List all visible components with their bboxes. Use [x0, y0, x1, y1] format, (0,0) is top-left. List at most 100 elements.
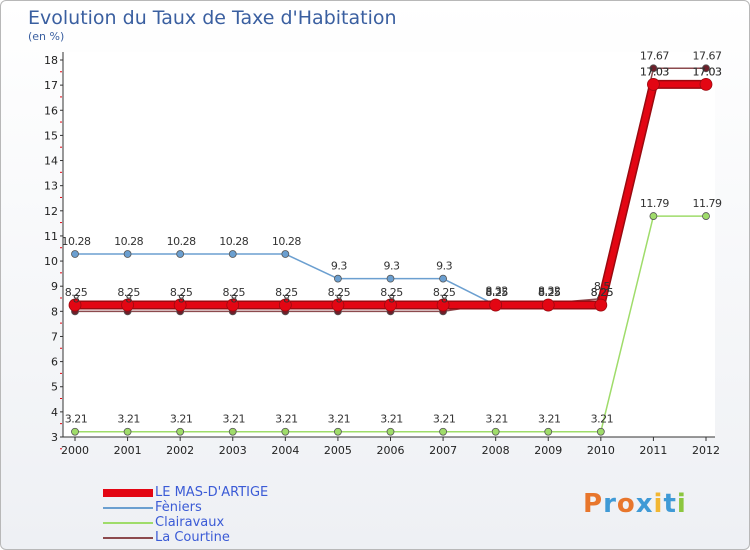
y-tick-label: 16 — [44, 104, 58, 117]
data-point — [702, 64, 710, 73]
data-point — [489, 298, 503, 312]
data-label: 8 — [178, 292, 185, 305]
x-tick-label: 2000 — [61, 444, 89, 457]
data-point — [541, 298, 555, 312]
y-tick-label: 3 — [51, 431, 58, 444]
y-tick-label: 11 — [44, 230, 58, 243]
data-label: 17.67 — [640, 49, 669, 62]
unit-label: (en %) — [28, 30, 65, 43]
data-label: 3.21 — [170, 413, 193, 426]
data-point — [649, 212, 658, 220]
data-label: 8 — [73, 292, 80, 305]
legend-label: LE MAS-D'ARTIGE — [155, 485, 269, 500]
y-tick-label: 8 — [51, 305, 58, 318]
x-tick-label: 2001 — [114, 444, 142, 457]
data-label: 8 — [125, 292, 132, 305]
y-tick-label: 15 — [44, 129, 58, 142]
data-label: 8.25 — [328, 286, 351, 299]
data-label: 17.03 — [640, 65, 669, 78]
x-tick-label: 2003 — [219, 444, 247, 457]
data-label: 8.25 — [538, 286, 561, 299]
data-point — [331, 298, 345, 312]
x-tick-label: 2005 — [324, 444, 352, 457]
data-label: 11.79 — [640, 197, 669, 210]
y-tick-label: 4 — [51, 406, 58, 419]
logo-letter: r — [603, 489, 617, 519]
logo-letter: i — [653, 489, 664, 519]
data-point — [173, 298, 187, 312]
data-point — [436, 298, 450, 312]
legend-label: La Courtine — [155, 530, 230, 545]
data-point — [647, 77, 660, 91]
logo-letter: i — [676, 489, 687, 519]
data-label: 8 — [441, 292, 448, 305]
data-label: 8.25 — [485, 286, 508, 299]
y-tick-label: 6 — [51, 356, 58, 369]
data-label: 8.32 — [538, 284, 561, 297]
data-point — [384, 298, 397, 312]
data-point — [228, 250, 237, 258]
logo-letter: x — [635, 489, 654, 519]
data-point — [121, 298, 134, 312]
data-label: 9.3 — [436, 260, 452, 273]
y-tick-label: 9 — [51, 280, 58, 293]
data-label: 8.25 — [65, 286, 88, 299]
data-label: 3.21 — [433, 413, 456, 426]
data-label: 11.79 — [693, 197, 722, 210]
data-label: 3.21 — [591, 413, 614, 426]
data-label: 9.3 — [331, 260, 347, 273]
data-point — [281, 427, 290, 436]
data-point — [439, 427, 447, 436]
proxiti-logo: Proxiti — [583, 489, 687, 519]
logo-letter: o — [616, 489, 636, 519]
y-tick-label: 17 — [44, 79, 58, 92]
data-point — [334, 427, 342, 436]
y-tick-label: 10 — [44, 255, 58, 268]
data-label: 8.25 — [538, 286, 561, 299]
x-tick-label: 2009 — [534, 444, 562, 457]
x-tick-label: 2008 — [482, 444, 510, 457]
data-point — [71, 427, 79, 436]
data-label: 3.21 — [328, 413, 351, 426]
data-label: 8 — [388, 292, 395, 305]
data-label: 10.28 — [219, 235, 248, 248]
data-label: 8.25 — [275, 286, 298, 299]
data-label: 3.21 — [117, 413, 140, 426]
chart-title: Evolution du Taux de Taxe d'Habitation — [28, 7, 397, 29]
logo-letter: t — [663, 489, 677, 519]
y-tick-label: 13 — [44, 180, 58, 193]
data-point — [123, 427, 132, 436]
data-label: 3.21 — [485, 413, 508, 426]
y-tick-label: 7 — [51, 330, 58, 343]
legend-label: Clairavaux — [155, 515, 225, 530]
data-point — [594, 298, 608, 312]
data-label: 10.28 — [167, 235, 196, 248]
y-tick-label: 12 — [44, 205, 58, 218]
data-label: 8.25 — [117, 286, 140, 299]
data-label: 17.03 — [693, 65, 722, 78]
y-tick-label: 5 — [51, 381, 58, 394]
data-point — [71, 250, 79, 258]
data-point — [596, 427, 605, 436]
data-label: 10.28 — [62, 235, 91, 248]
data-label: 8 — [231, 292, 238, 305]
data-point — [176, 250, 185, 258]
data-point — [699, 77, 713, 91]
data-point — [226, 298, 240, 312]
data-label: 8.5 — [594, 280, 610, 293]
data-label: 3.21 — [380, 413, 403, 426]
data-label: 3.21 — [275, 413, 298, 426]
data-point — [334, 274, 342, 283]
data-label: 9.3 — [384, 260, 400, 273]
legend-swatch — [103, 488, 153, 497]
data-label: 10.28 — [114, 235, 143, 248]
data-label: 3.21 — [65, 413, 88, 426]
plot-area — [63, 52, 715, 437]
data-point — [228, 427, 237, 436]
x-tick-label: 2006 — [377, 444, 405, 457]
data-point — [176, 427, 185, 436]
data-label: 17.03 — [640, 65, 669, 78]
data-label: 8.25 — [433, 286, 456, 299]
data-label: 8.25 — [591, 286, 614, 299]
